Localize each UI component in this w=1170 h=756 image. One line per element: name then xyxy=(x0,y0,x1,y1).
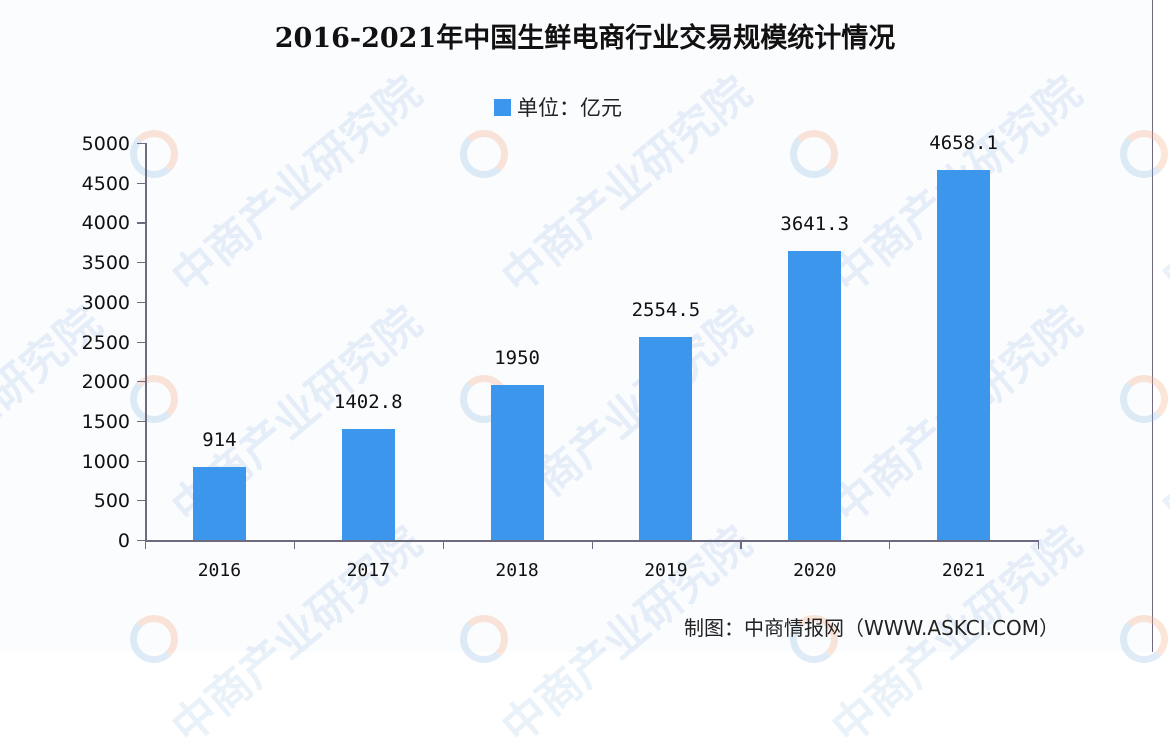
y-tick-label: 2500 xyxy=(81,331,130,354)
value-label: 3641.3 xyxy=(780,212,850,235)
bar-2020 xyxy=(788,250,842,540)
x-tick-label: 2016 xyxy=(197,560,242,581)
x-tick xyxy=(442,540,444,549)
x-tick-label: 2018 xyxy=(495,560,539,581)
x-tick xyxy=(740,540,742,549)
y-tick-label: 1000 xyxy=(81,450,130,473)
value-label: 1402.8 xyxy=(333,390,403,413)
y-tick xyxy=(137,182,145,184)
y-tick xyxy=(137,262,145,264)
y-tick xyxy=(137,500,145,502)
value-label: 2554.5 xyxy=(631,299,701,322)
y-tick-label: 500 xyxy=(93,490,130,513)
value-label: 1950 xyxy=(494,347,540,370)
source-credit: 制图：中商情报网（WWW.ASKCI.COM） xyxy=(684,616,1059,640)
y-axis-line xyxy=(145,143,147,541)
bar-2018 xyxy=(490,385,544,540)
y-tick-label: 3000 xyxy=(81,291,130,314)
x-tick-label: 2019 xyxy=(644,560,688,581)
y-tick-label: 2000 xyxy=(81,371,130,394)
x-tick xyxy=(293,540,296,549)
y-tick xyxy=(137,381,145,383)
x-tick-label: 2021 xyxy=(941,560,986,581)
y-tick-label: 4500 xyxy=(81,172,130,195)
y-tick xyxy=(137,301,145,303)
bar-2017 xyxy=(341,428,395,540)
chart-title: 2016-2021年中国生鲜电商行业交易规模统计情况 xyxy=(274,23,896,54)
legend-label: 单位：亿元 xyxy=(517,96,622,120)
y-tick xyxy=(137,460,145,462)
bar-2021 xyxy=(937,170,991,540)
value-label: 4658.1 xyxy=(929,132,998,155)
legend-swatch xyxy=(494,98,511,116)
y-tick xyxy=(137,222,145,224)
x-tick xyxy=(591,540,593,549)
y-tick-label: 1500 xyxy=(81,410,130,433)
y-tick xyxy=(137,420,145,423)
y-tick-label: 5000 xyxy=(81,133,130,155)
x-tick-label: 2017 xyxy=(346,560,390,581)
y-tick xyxy=(137,540,145,542)
x-tick xyxy=(145,540,147,549)
x-tick xyxy=(1038,540,1040,549)
y-tick xyxy=(137,143,145,145)
bar-2019 xyxy=(639,337,693,540)
y-tick-label: 0 xyxy=(117,530,130,552)
value-label: 914 xyxy=(202,429,237,452)
y-tick xyxy=(137,341,145,343)
legend: 单位：亿元 xyxy=(494,92,622,122)
bar-2016 xyxy=(192,467,246,540)
y-tick-label: 3500 xyxy=(81,252,130,275)
x-tick-label: 2020 xyxy=(793,560,837,581)
y-tick-label: 4000 xyxy=(81,212,130,235)
x-tick xyxy=(889,540,891,549)
